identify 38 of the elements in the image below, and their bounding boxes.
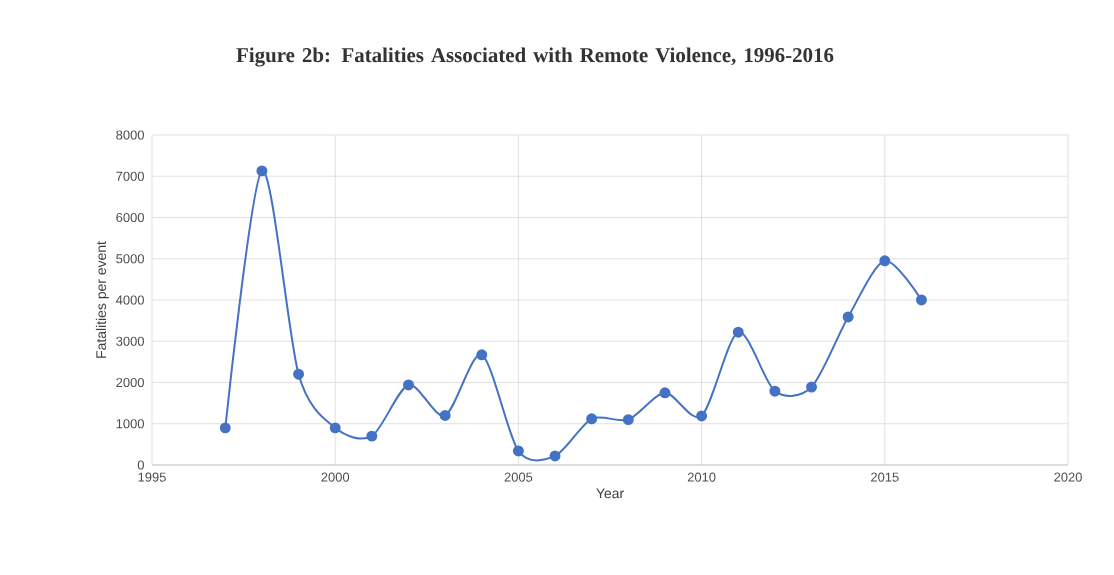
y-axis-title: Fatalities per event xyxy=(95,241,109,358)
point xyxy=(219,422,231,434)
x-axis-title: Year xyxy=(596,488,624,499)
point xyxy=(806,381,818,393)
point xyxy=(403,379,414,391)
y-tick-label: 5000 xyxy=(116,254,144,264)
point xyxy=(256,165,268,177)
y-tick-label: 6000 xyxy=(116,212,144,223)
point xyxy=(329,422,341,434)
x-tick-label: 2020 xyxy=(1054,472,1082,482)
point xyxy=(659,387,671,399)
y-tick-label: 7000 xyxy=(116,171,144,181)
point xyxy=(915,294,927,306)
y-tick-label: 2000 xyxy=(116,377,144,388)
x-tick-label: 2000 xyxy=(321,472,350,482)
point xyxy=(622,414,634,426)
y-tick-label: 3000 xyxy=(116,336,144,346)
point xyxy=(769,385,781,397)
point xyxy=(732,326,744,338)
point xyxy=(549,450,561,462)
point xyxy=(293,368,305,380)
x-tick-label: 2015 xyxy=(871,472,899,482)
point xyxy=(842,311,854,323)
x-tick-label: 2005 xyxy=(504,472,533,482)
y-tick-label: 8000 xyxy=(116,130,144,140)
point xyxy=(439,410,451,421)
point xyxy=(696,410,708,422)
chart-title: Figure 2b: Fatalities Associated with Remote Violence, 1996-2016 xyxy=(236,47,834,67)
y-tick-label: 1000 xyxy=(116,419,144,429)
point xyxy=(366,430,378,442)
point xyxy=(476,349,488,361)
y-tick-label: 0 xyxy=(137,460,144,470)
point xyxy=(586,413,598,425)
x-tick-label: 2010 xyxy=(687,472,716,482)
x-tick-label: 1995 xyxy=(138,472,166,482)
point xyxy=(512,445,524,457)
y-tick-label: 4000 xyxy=(115,295,144,305)
point xyxy=(879,255,891,267)
